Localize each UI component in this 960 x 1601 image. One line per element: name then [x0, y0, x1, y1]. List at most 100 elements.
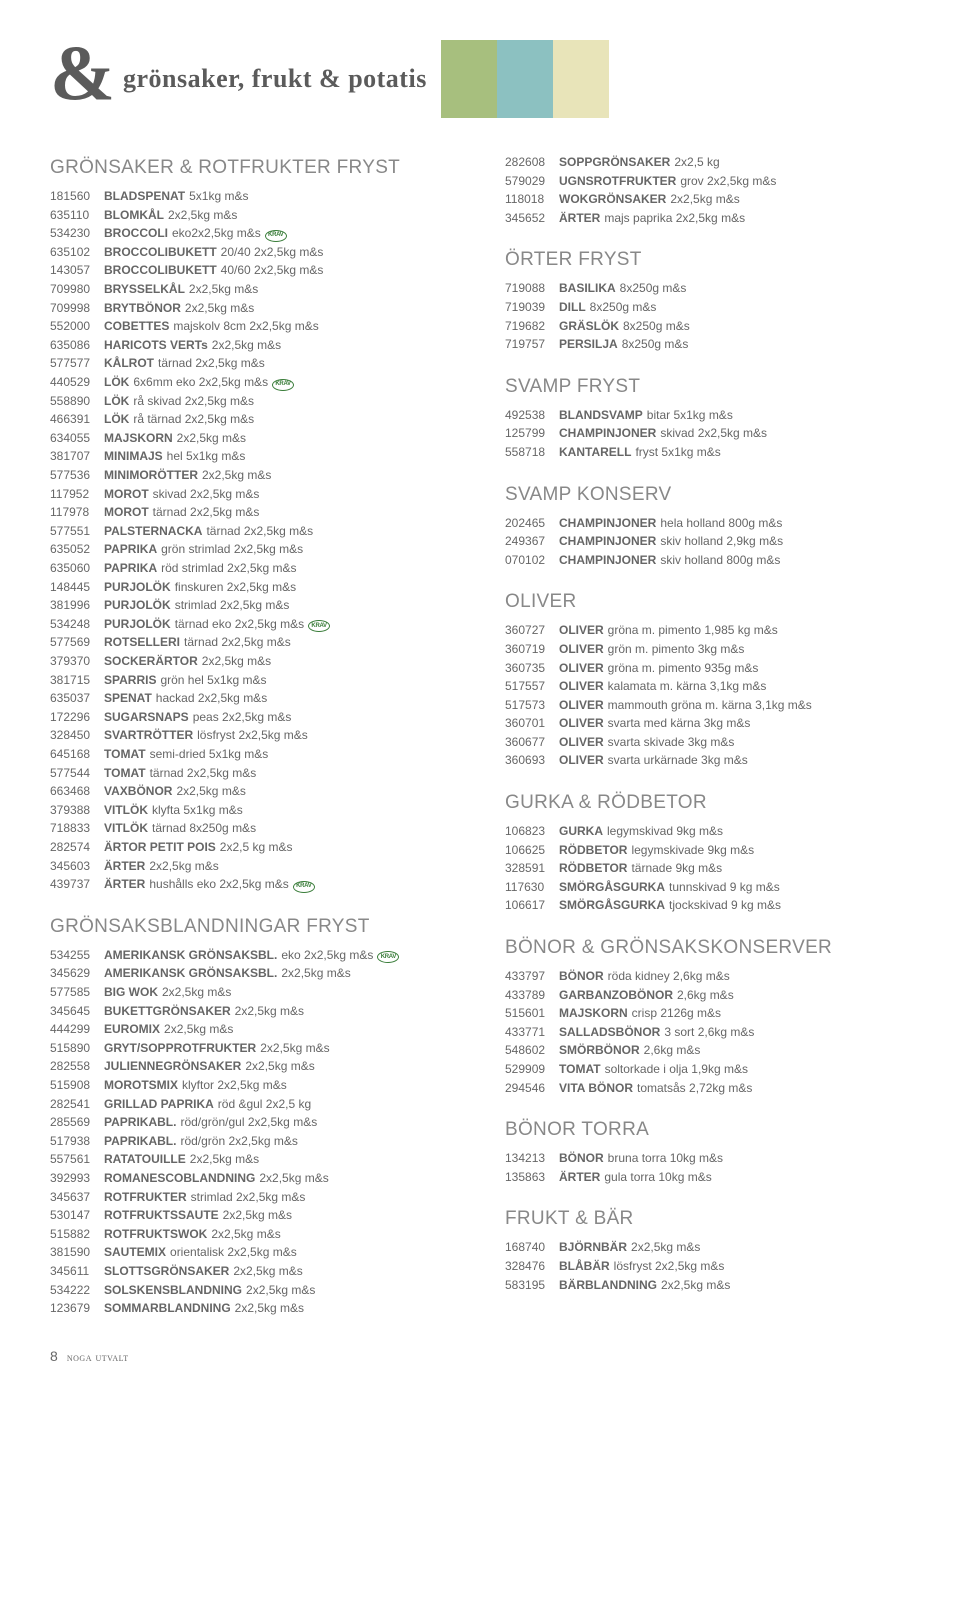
- product-name: PERSILJA: [559, 337, 618, 351]
- section-title: GRÖNSAKER & ROTFRUKTER FRYST: [50, 157, 455, 179]
- product-name: SLOTTSGRÖNSAKER: [104, 1264, 229, 1278]
- sku: 249367: [505, 532, 559, 551]
- product-name: ÄRTER: [559, 211, 600, 225]
- product-name: PAPRIKA: [104, 542, 157, 556]
- sku: 440529: [50, 373, 104, 392]
- product-name: BLADSPENAT: [104, 189, 185, 203]
- catalog-row: 345645BUKETTGRÖNSAKER2x2,5kg m&s: [50, 1002, 455, 1021]
- product-name: BLOMKÅL: [104, 208, 164, 222]
- product-text: SALLADSBÖNOR3 sort 2,6kg m&s: [559, 1023, 754, 1042]
- product-name: CHAMPINJONER: [559, 553, 656, 567]
- product-text: VITLÖKtärnad 8x250g m&s: [104, 819, 256, 838]
- product-text: KÅLROTtärnad 2x2,5kg m&s: [104, 354, 265, 373]
- catalog-row: 517938PAPRIKABL.röd/grön 2x2,5kg m&s: [50, 1132, 455, 1151]
- product-text: VITLÖKklyfta 5x1kg m&s: [104, 801, 243, 820]
- sku: 635102: [50, 243, 104, 262]
- brand-label: noga utvalt: [67, 1350, 129, 1364]
- sku: 148445: [50, 578, 104, 597]
- product-text: OLIVERkalamata m. kärna 3,1kg m&s: [559, 677, 766, 696]
- product-text: MOROTtärnad 2x2,5kg m&s: [104, 503, 259, 522]
- product-name: DILL: [559, 300, 586, 314]
- catalog-row: 143057BROCCOLIBUKETT40/60 2x2,5kg m&s: [50, 261, 455, 280]
- catalog-row: 577569ROTSELLERItärnad 2x2,5kg m&s: [50, 633, 455, 652]
- catalog-row: 515890GRYT/SOPPROTFRUKTER2x2,5kg m&s: [50, 1039, 455, 1058]
- product-desc: semi-dried 5x1kg m&s: [150, 747, 269, 761]
- catalog-row: 328450SVARTRÖTTERlösfryst 2x2,5kg m&s: [50, 726, 455, 745]
- product-text: PALSTERNACKAtärnad 2x2,5kg m&s: [104, 522, 313, 541]
- catalog-row: 117630SMÖRGÅSGURKAtunnskivad 9 kg m&s: [505, 878, 910, 897]
- product-name: GRILLAD PAPRIKA: [104, 1097, 214, 1111]
- product-name: GRYT/SOPPROTFRUKTER: [104, 1041, 256, 1055]
- product-desc: klyftor 2x2,5kg m&s: [182, 1078, 287, 1092]
- sku: 117952: [50, 485, 104, 504]
- content-columns: GRÖNSAKER & ROTFRUKTER FRYST181560BLADSP…: [50, 153, 910, 1318]
- product-desc: 2,6kg m&s: [677, 988, 734, 1002]
- catalog-row: 517573OLIVERmammouth gröna m. kärna 3,1k…: [505, 696, 910, 715]
- product-name: SAUTEMIX: [104, 1245, 166, 1259]
- product-name: SMÖRGÅSGURKA: [559, 880, 665, 894]
- product-name: ÄRTOR PETIT POIS: [104, 840, 216, 854]
- product-text: ROMANESCOBLANDNING2x2,5kg m&s: [104, 1169, 329, 1188]
- sku: 134213: [505, 1149, 559, 1168]
- product-name: COBETTES: [104, 319, 169, 333]
- catalog-section: GRÖNSAKSBLANDNINGAR FRYST534255AMERIKANS…: [50, 916, 455, 1318]
- product-desc: 2x2,5kg m&s: [202, 468, 271, 482]
- product-desc: majs paprika 2x2,5kg m&s: [604, 211, 745, 225]
- product-name: ROTSELLERI: [104, 635, 180, 649]
- product-text: BRYSSELKÅL2x2,5kg m&s: [104, 280, 258, 299]
- sku: 719088: [505, 279, 559, 298]
- product-desc: 2x2,5kg m&s: [189, 282, 258, 296]
- product-desc: peas 2x2,5kg m&s: [193, 710, 292, 724]
- product-desc: tärnad 2x2,5kg m&s: [153, 505, 260, 519]
- sku: 106617: [505, 896, 559, 915]
- catalog-row: 579029UGNSROTFRUKTERgrov 2x2,5kg m&s: [505, 172, 910, 191]
- sku: 635060: [50, 559, 104, 578]
- catalog-row: 433771SALLADSBÖNOR3 sort 2,6kg m&s: [505, 1023, 910, 1042]
- product-desc: 2x2,5kg m&s: [246, 1283, 315, 1297]
- catalog-row: 282541GRILLAD PAPRIKAröd &gul 2x2,5 kg: [50, 1095, 455, 1114]
- product-desc: röd strimlad 2x2,5kg m&s: [161, 561, 296, 575]
- product-name: BIG WOK: [104, 985, 158, 999]
- catalog-row: 515601MAJSKORNcrisp 2126g m&s: [505, 1004, 910, 1023]
- product-name: BLANDSVAMP: [559, 408, 643, 422]
- product-text: LÖK6x6mm eko 2x2,5kg m&s: [104, 373, 294, 392]
- catalog-row: 172296SUGARSNAPSpeas 2x2,5kg m&s: [50, 708, 455, 727]
- product-name: SOMMARBLANDNING: [104, 1301, 231, 1315]
- product-desc: 2x2,5kg m&s: [259, 1171, 328, 1185]
- catalog-row: 444299EUROMIX2x2,5kg m&s: [50, 1020, 455, 1039]
- catalog-row: 117952MOROTskivad 2x2,5kg m&s: [50, 485, 455, 504]
- product-desc: 2x2,5kg m&s: [162, 985, 231, 999]
- product-text: MOROTSMIXklyftor 2x2,5kg m&s: [104, 1076, 287, 1095]
- catalog-row: 663468VAXBÖNOR2x2,5kg m&s: [50, 782, 455, 801]
- product-text: BUKETTGRÖNSAKER2x2,5kg m&s: [104, 1002, 304, 1021]
- catalog-row: 583195BÄRBLANDNING2x2,5kg m&s: [505, 1276, 910, 1295]
- product-name: BÖNOR: [559, 969, 604, 983]
- product-text: HARICOTS VERTs2x2,5kg m&s: [104, 336, 281, 355]
- product-name: OLIVER: [559, 716, 604, 730]
- product-name: RATATOUILLE: [104, 1152, 186, 1166]
- krav-icon: [308, 620, 330, 632]
- product-desc: svarta med kärna 3kg m&s: [608, 716, 751, 730]
- product-text: VITA BÖNORtomatsås 2,72kg m&s: [559, 1079, 752, 1098]
- sku: 534230: [50, 224, 104, 243]
- section-title: FRUKT & BÄR: [505, 1208, 910, 1230]
- product-name: OLIVER: [559, 698, 604, 712]
- product-text: MAJSKORNcrisp 2126g m&s: [559, 1004, 721, 1023]
- swatch: [497, 40, 553, 118]
- catalog-row: 285569PAPRIKABL.röd/grön/gul 2x2,5kg m&s: [50, 1113, 455, 1132]
- sku: 345637: [50, 1188, 104, 1207]
- product-text: PAPRIKAgrön strimlad 2x2,5kg m&s: [104, 540, 303, 559]
- catalog-row: 381715SPARRISgrön hel 5x1kg m&s: [50, 671, 455, 690]
- product-desc: eko2x2,5kg m&s: [172, 226, 261, 240]
- product-text: TOMATsoltorkade i olja 1,9kg m&s: [559, 1060, 748, 1079]
- product-text: OLIVERsvarta urkärnade 3kg m&s: [559, 751, 748, 770]
- ampersand-glyph: &: [50, 50, 115, 97]
- product-name: SOPPGRÖNSAKER: [559, 155, 670, 169]
- section-title: SVAMP FRYST: [505, 376, 910, 398]
- catalog-row: 635037SPENAThackad 2x2,5kg m&s: [50, 689, 455, 708]
- sku: 558890: [50, 392, 104, 411]
- product-text: SOMMARBLANDNING2x2,5kg m&s: [104, 1299, 304, 1318]
- product-desc: 2,6kg m&s: [644, 1043, 701, 1057]
- sku: 719757: [505, 335, 559, 354]
- product-name: UGNSROTFRUKTER: [559, 174, 676, 188]
